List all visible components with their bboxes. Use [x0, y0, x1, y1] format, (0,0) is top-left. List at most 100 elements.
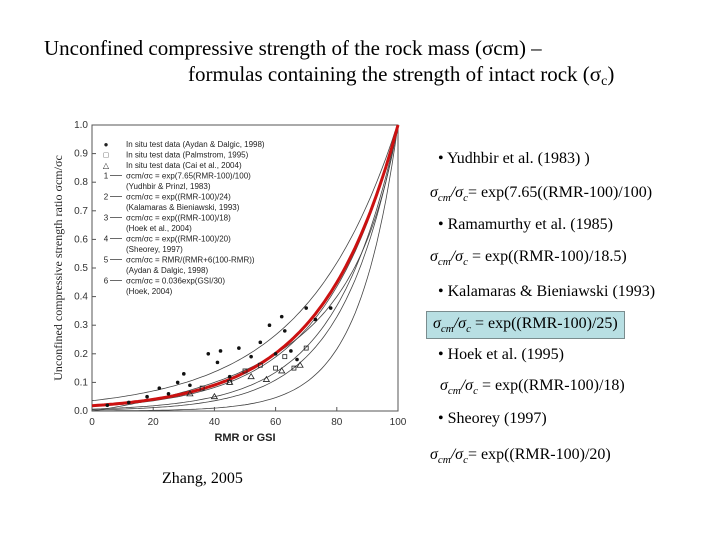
credit-text: Zhang, 2005 — [162, 470, 243, 487]
slide-title-line2: formulas containing the strength of inta… — [188, 62, 614, 90]
data-point-aydan — [126, 400, 131, 405]
data-point-aydan — [182, 372, 186, 376]
data-point-palmstrom — [257, 362, 263, 368]
legend-text: (Sheorey, 1997) — [126, 245, 183, 254]
legend-text: In situ test data (Palmstrom, 1995) — [126, 151, 249, 160]
legend-text: (Aydan & Dalgic, 1998) — [126, 266, 208, 275]
data-point-aydan — [166, 392, 171, 396]
y-tick-label: 0.1 — [74, 377, 88, 388]
legend-marker: ● — [104, 140, 109, 149]
legend-marker: 6 — [104, 277, 109, 286]
data-point-aydan — [328, 306, 333, 310]
formula-kalamaras: σcm/σc = exp((RMR-100)/25) — [426, 311, 625, 340]
data-point-aydan — [105, 403, 110, 408]
data-point-aydan — [175, 380, 180, 385]
legend-text: σcm/σc = 0.036exp(GSI/30) — [126, 277, 225, 286]
legend-marker: 5 — [104, 256, 109, 265]
formula-kalamaras-author: • Kalamaras & Bieniawski (1993) — [438, 283, 656, 300]
formula-ramamurthy-author: • Ramamurthy et al. (1985) — [438, 216, 613, 233]
data-point-aydan — [237, 346, 241, 350]
x-tick-label: 80 — [331, 417, 343, 428]
formula-hoek-author: • Hoek et al. (1995) — [438, 346, 565, 363]
data-point-aydan — [206, 352, 211, 356]
x-tick-label: 0 — [89, 417, 95, 428]
legend-marker: △ — [103, 161, 110, 170]
data-point-aydan — [188, 383, 192, 388]
data-point-aydan — [215, 360, 220, 365]
data-point-palmstrom — [291, 365, 297, 371]
y-tick-label: 0.7 — [74, 206, 88, 217]
data-point-aydan — [249, 354, 253, 359]
x-tick-label: 20 — [148, 417, 160, 428]
data-point-aydan — [295, 357, 299, 362]
legend-text: (Yudhbir & Prinzl, 1983) — [126, 182, 211, 191]
data-point-aydan — [218, 349, 223, 353]
formula-yudhbir: σcm/σc= exp(7.65((RMR-100)/100) — [430, 184, 653, 205]
legend-text: (Hoek et al., 2004) — [126, 224, 192, 233]
y-tick-label: 0.4 — [74, 292, 88, 303]
legend-text: σcm/σc = exp((RMR-100)/18) — [126, 214, 231, 223]
y-tick-label: 0.0 — [74, 406, 88, 417]
legend-text: In situ test data (Aydan & Dalgic, 1998) — [126, 140, 265, 149]
data-point-aydan — [227, 374, 232, 379]
data-point-cai — [247, 372, 255, 380]
data-point-aydan — [157, 386, 162, 390]
formula-ramamurthy: σcm/σc = exp((RMR-100)/18.5) — [430, 248, 627, 269]
y-tick-label: 1.0 — [74, 120, 88, 131]
legend-text: In situ test data (Cai et al., 2004) — [126, 161, 242, 170]
y-tick-label: 0.9 — [74, 149, 88, 160]
data-point-palmstrom — [273, 365, 279, 371]
data-point-palmstrom — [303, 345, 309, 351]
legend-text: σcm/σc = RMR/(RMR+6(100-RMR)) — [126, 256, 255, 265]
data-point-aydan — [273, 352, 278, 356]
data-point-aydan — [313, 317, 318, 322]
title2-subscript: c — [601, 74, 608, 89]
y-tick-label: 0.6 — [74, 234, 88, 245]
y-tick-label: 0.5 — [74, 263, 88, 274]
legend-marker: 4 — [104, 235, 109, 244]
data-point-cai — [262, 375, 271, 382]
curve-1 — [92, 124, 399, 412]
data-point-aydan — [258, 340, 263, 345]
legend-text: (Kalamaras & Bieniawski, 1993) — [126, 203, 240, 212]
formula-hoek: σcm/σc = exp((RMR-100)/18) — [440, 377, 625, 398]
data-point-aydan — [304, 306, 309, 310]
data-point-palmstrom — [242, 368, 248, 374]
x-tick-label: 40 — [209, 417, 221, 428]
curve-3 — [91, 124, 399, 411]
data-point-palmstrom — [282, 354, 288, 360]
y-tick-label: 0.2 — [74, 349, 88, 360]
legend-text: σcm/σc = exp((RMR-100)/20) — [126, 235, 231, 244]
y-tick-label: 0.8 — [74, 177, 88, 188]
title2-suffix: ) — [607, 62, 615, 86]
x-tick-label: 100 — [390, 417, 407, 428]
data-point-cai — [186, 390, 194, 397]
formula-sheorey-author: • Sheorey (1997) — [438, 410, 547, 427]
legend-text: σcm/σc = exp((RMR-100)/24) — [126, 193, 231, 202]
legend-text: σcm/σc = exp(7.65(RMR-100)/100) — [126, 172, 251, 181]
curve-4 — [91, 124, 399, 410]
slide-title-line1: Unconfined compressive strength of the r… — [44, 36, 542, 60]
legend-marker: 3 — [104, 214, 109, 223]
data-point-aydan — [145, 394, 149, 399]
data-point-cai — [278, 367, 286, 374]
formula-sheorey: σcm/σc= exp((RMR-100)/20) — [430, 446, 611, 467]
legend-text: (Hoek, 2004) — [126, 287, 173, 296]
data-point-palmstrom — [199, 385, 205, 391]
x-tick-label: 60 — [270, 417, 282, 428]
data-point-cai — [210, 392, 219, 400]
x-axis-label: RMR or GSI — [214, 432, 275, 444]
y-axis-label: Unconfined compressive strength ratio σc… — [51, 155, 65, 381]
data-point-aydan — [289, 349, 293, 353]
y-tick-label: 0.3 — [74, 320, 88, 331]
legend-marker: 1 — [104, 172, 109, 181]
legend-marker: 2 — [104, 193, 109, 202]
legend-marker: □ — [104, 151, 109, 160]
highlight-curve — [91, 124, 400, 408]
formula-yudhbir-author: • Yudhbir et al. (1983) ) — [438, 150, 590, 167]
data-point-aydan — [282, 329, 287, 333]
data-point-aydan — [279, 314, 284, 319]
data-point-cai — [225, 378, 234, 385]
data-point-aydan — [267, 323, 272, 328]
